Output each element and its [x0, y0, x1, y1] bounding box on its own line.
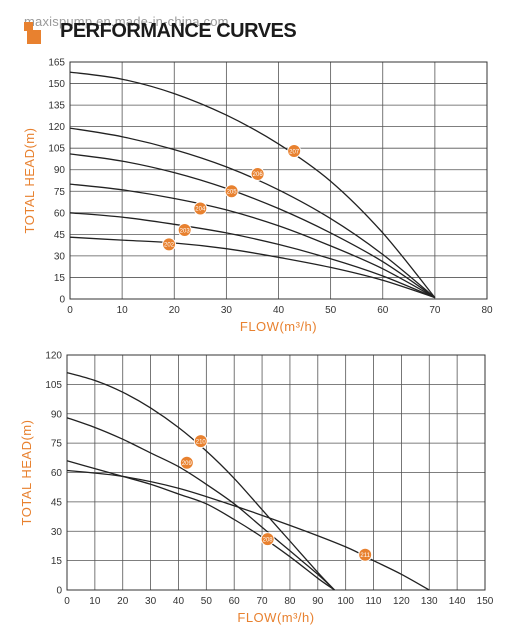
x-tick-label: 140	[449, 596, 466, 607]
y-tick-label: 60	[54, 208, 66, 219]
x-tick-label: 80	[284, 596, 296, 607]
series-marker-206	[250, 167, 265, 182]
x-tick-label: 100	[337, 596, 354, 607]
x-tick-label: 0	[67, 305, 73, 316]
series-marker-204	[193, 201, 208, 216]
x-tick-label: 80	[481, 305, 493, 316]
x-tick-label: 50	[325, 305, 337, 316]
x-tick-label: 70	[257, 596, 269, 607]
orange-squares-icon	[24, 22, 46, 44]
series-label-202: 202	[164, 243, 175, 249]
series-line-205	[69, 153, 436, 299]
y-tick-label: 105	[48, 144, 65, 155]
series-line-209	[66, 417, 335, 591]
series-label-205: 205	[227, 189, 238, 195]
x-axis-title: FLOW(m³/h)	[240, 319, 317, 334]
series-label-211: 211	[360, 553, 370, 559]
y-tick-label: 90	[51, 409, 63, 420]
series-marker-205	[224, 184, 239, 199]
y-tick-label: 150	[48, 79, 65, 90]
watermark-text: maxispump.en.made-in-china.com	[24, 14, 229, 29]
series-label-206: 206	[253, 172, 264, 178]
x-tick-label: 20	[117, 596, 129, 607]
series-line-203	[69, 212, 436, 299]
series-line-211	[66, 469, 430, 591]
series-line-207	[69, 71, 436, 299]
y-tick-label: 30	[51, 527, 63, 538]
x-tick-label: 150	[477, 596, 494, 607]
y-axis-title: TOTAL HEAD(m)	[19, 420, 34, 526]
x-tick-label: 30	[145, 596, 157, 607]
x-tick-label: 40	[173, 596, 185, 607]
series-label-209: 209	[182, 461, 193, 467]
x-tick-label: 120	[393, 596, 410, 607]
x-tick-label: 10	[89, 596, 101, 607]
x-tick-label: 70	[429, 305, 441, 316]
y-tick-label: 0	[56, 586, 62, 597]
series-line-202	[69, 236, 436, 299]
y-tick-label: 120	[48, 122, 65, 133]
x-tick-label: 0	[64, 596, 70, 607]
series-label-207: 207	[289, 149, 300, 155]
series-marker-207	[287, 144, 302, 159]
y-tick-label: 75	[54, 187, 66, 198]
y-axis-title: TOTAL HEAD(m)	[22, 128, 37, 234]
x-tick-label: 50	[201, 596, 213, 607]
y-tick-label: 60	[51, 468, 63, 479]
y-tick-label: 75	[51, 439, 63, 450]
series-line-208	[66, 460, 335, 591]
series-label-203: 203	[180, 228, 191, 234]
x-tick-label: 60	[377, 305, 389, 316]
x-tick-label: 60	[229, 596, 241, 607]
x-tick-label: 130	[421, 596, 438, 607]
y-tick-label: 165	[48, 58, 65, 69]
series-line-210	[66, 371, 335, 591]
series-marker-209	[179, 455, 194, 470]
page-title: PERFORMANCE CURVES	[60, 20, 297, 42]
series-marker-203	[177, 223, 192, 238]
x-tick-label: 10	[117, 305, 129, 316]
series-label-210: 210	[196, 439, 207, 445]
series-marker-210	[193, 434, 208, 449]
plot-frame	[66, 354, 486, 591]
series-marker-211	[358, 547, 373, 562]
y-tick-label: 30	[54, 251, 66, 262]
x-tick-label: 110	[366, 596, 382, 607]
y-tick-label: 45	[54, 230, 66, 241]
y-tick-label: 120	[45, 351, 62, 362]
y-tick-label: 105	[45, 380, 62, 391]
y-tick-label: 15	[51, 556, 63, 567]
x-axis-title: FLOW(m³/h)	[237, 610, 314, 625]
x-tick-label: 20	[169, 305, 181, 316]
y-tick-label: 0	[59, 295, 65, 306]
plot-frame	[69, 61, 488, 300]
y-tick-label: 45	[51, 497, 63, 508]
y-tick-label: 15	[54, 273, 66, 284]
x-tick-label: 30	[221, 305, 233, 316]
series-line-204	[69, 183, 436, 299]
series-label-208: 208	[263, 537, 274, 543]
x-tick-label: 90	[312, 596, 324, 607]
y-tick-label: 135	[48, 101, 65, 112]
y-tick-label: 90	[54, 165, 66, 176]
x-tick-label: 40	[273, 305, 285, 316]
series-marker-202	[162, 237, 177, 252]
series-label-204: 204	[195, 207, 206, 213]
series-marker-208	[260, 532, 275, 547]
